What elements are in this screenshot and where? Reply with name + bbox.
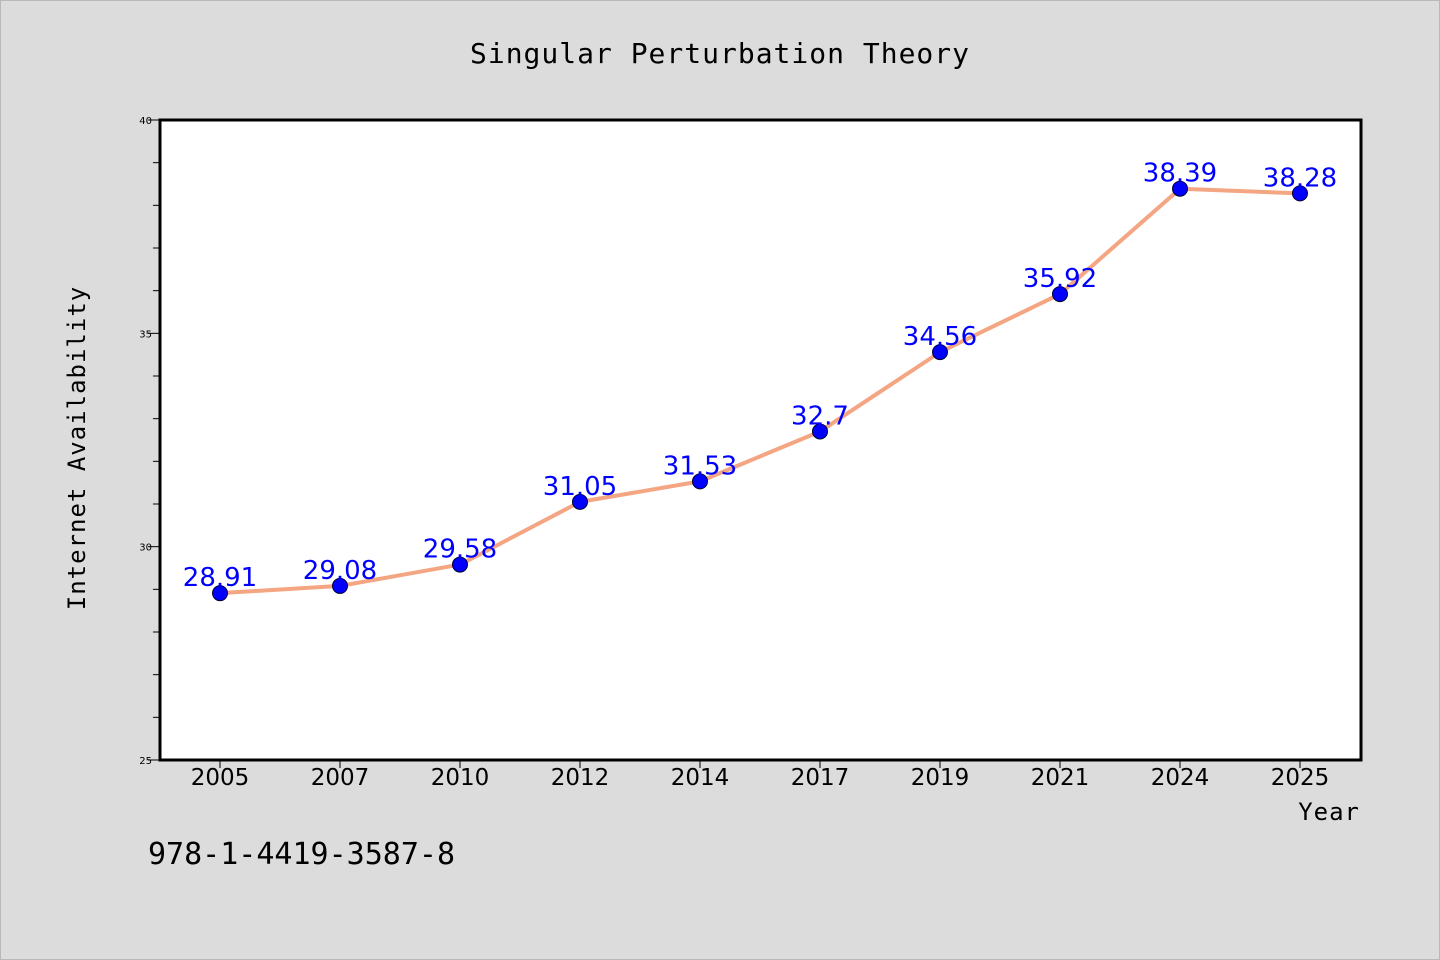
data-point-marker	[332, 577, 348, 594]
data-point-marker	[572, 493, 588, 510]
y-tick-label: 25	[139, 756, 152, 767]
isbn-text: 978-1-4419-3587-8	[148, 837, 455, 872]
x-tick-label: 2012	[551, 765, 610, 791]
chart-title: Singular Perturbation Theory	[470, 37, 970, 70]
x-tick-label: 2014	[671, 765, 730, 791]
x-tick-label: 2019	[911, 765, 970, 791]
y-axis: 25 30 35 40	[139, 116, 160, 767]
data-label: 28.91	[183, 563, 257, 593]
y-axis-label: Internet Availability	[63, 286, 91, 610]
data-point-marker	[212, 585, 228, 602]
data-point-marker	[932, 344, 948, 361]
data-label: 35.92	[1023, 264, 1097, 294]
x-tick-label: 2024	[1151, 765, 1210, 791]
series-line	[219, 186, 1301, 596]
x-axis: 2005 2007 2010 2012 2014 2017 2019 2021 2024 2025	[191, 760, 1330, 791]
y-tick-label: 35	[139, 329, 152, 340]
plot-area	[158, 118, 1363, 762]
y-tick-label: 30	[139, 543, 152, 554]
x-tick-label: 2010	[431, 765, 490, 791]
x-axis-label: Year	[1298, 798, 1360, 826]
y-tick-label: 40	[139, 116, 152, 127]
data-label: 29.58	[423, 535, 497, 565]
data-label: 31.05	[543, 472, 617, 502]
data-point-marker	[1052, 286, 1068, 303]
data-label: 38.39	[1143, 159, 1217, 189]
data-label: 32.7	[791, 401, 849, 431]
data-point-marker	[1292, 185, 1308, 202]
data-point-marker	[812, 423, 828, 440]
data-point-marker	[452, 556, 468, 573]
data-label: 29.08	[303, 556, 377, 586]
x-tick-label: 2005	[191, 765, 250, 791]
data-label: 38.28	[1263, 163, 1337, 193]
data-label: 34.56	[903, 322, 977, 352]
x-tick-label: 2025	[1271, 765, 1330, 791]
series-line-group: 28.91 29.08 29.58 31.05 31.53 32.7 34.56 35.92 3…	[183, 159, 1337, 602]
x-tick-label: 2017	[791, 765, 850, 791]
data-point-marker	[1172, 180, 1188, 197]
x-tick-label: 2007	[311, 765, 370, 791]
data-label: 31.53	[663, 451, 737, 481]
data-point-marker	[692, 473, 708, 490]
x-tick-label: 2021	[1031, 765, 1090, 791]
